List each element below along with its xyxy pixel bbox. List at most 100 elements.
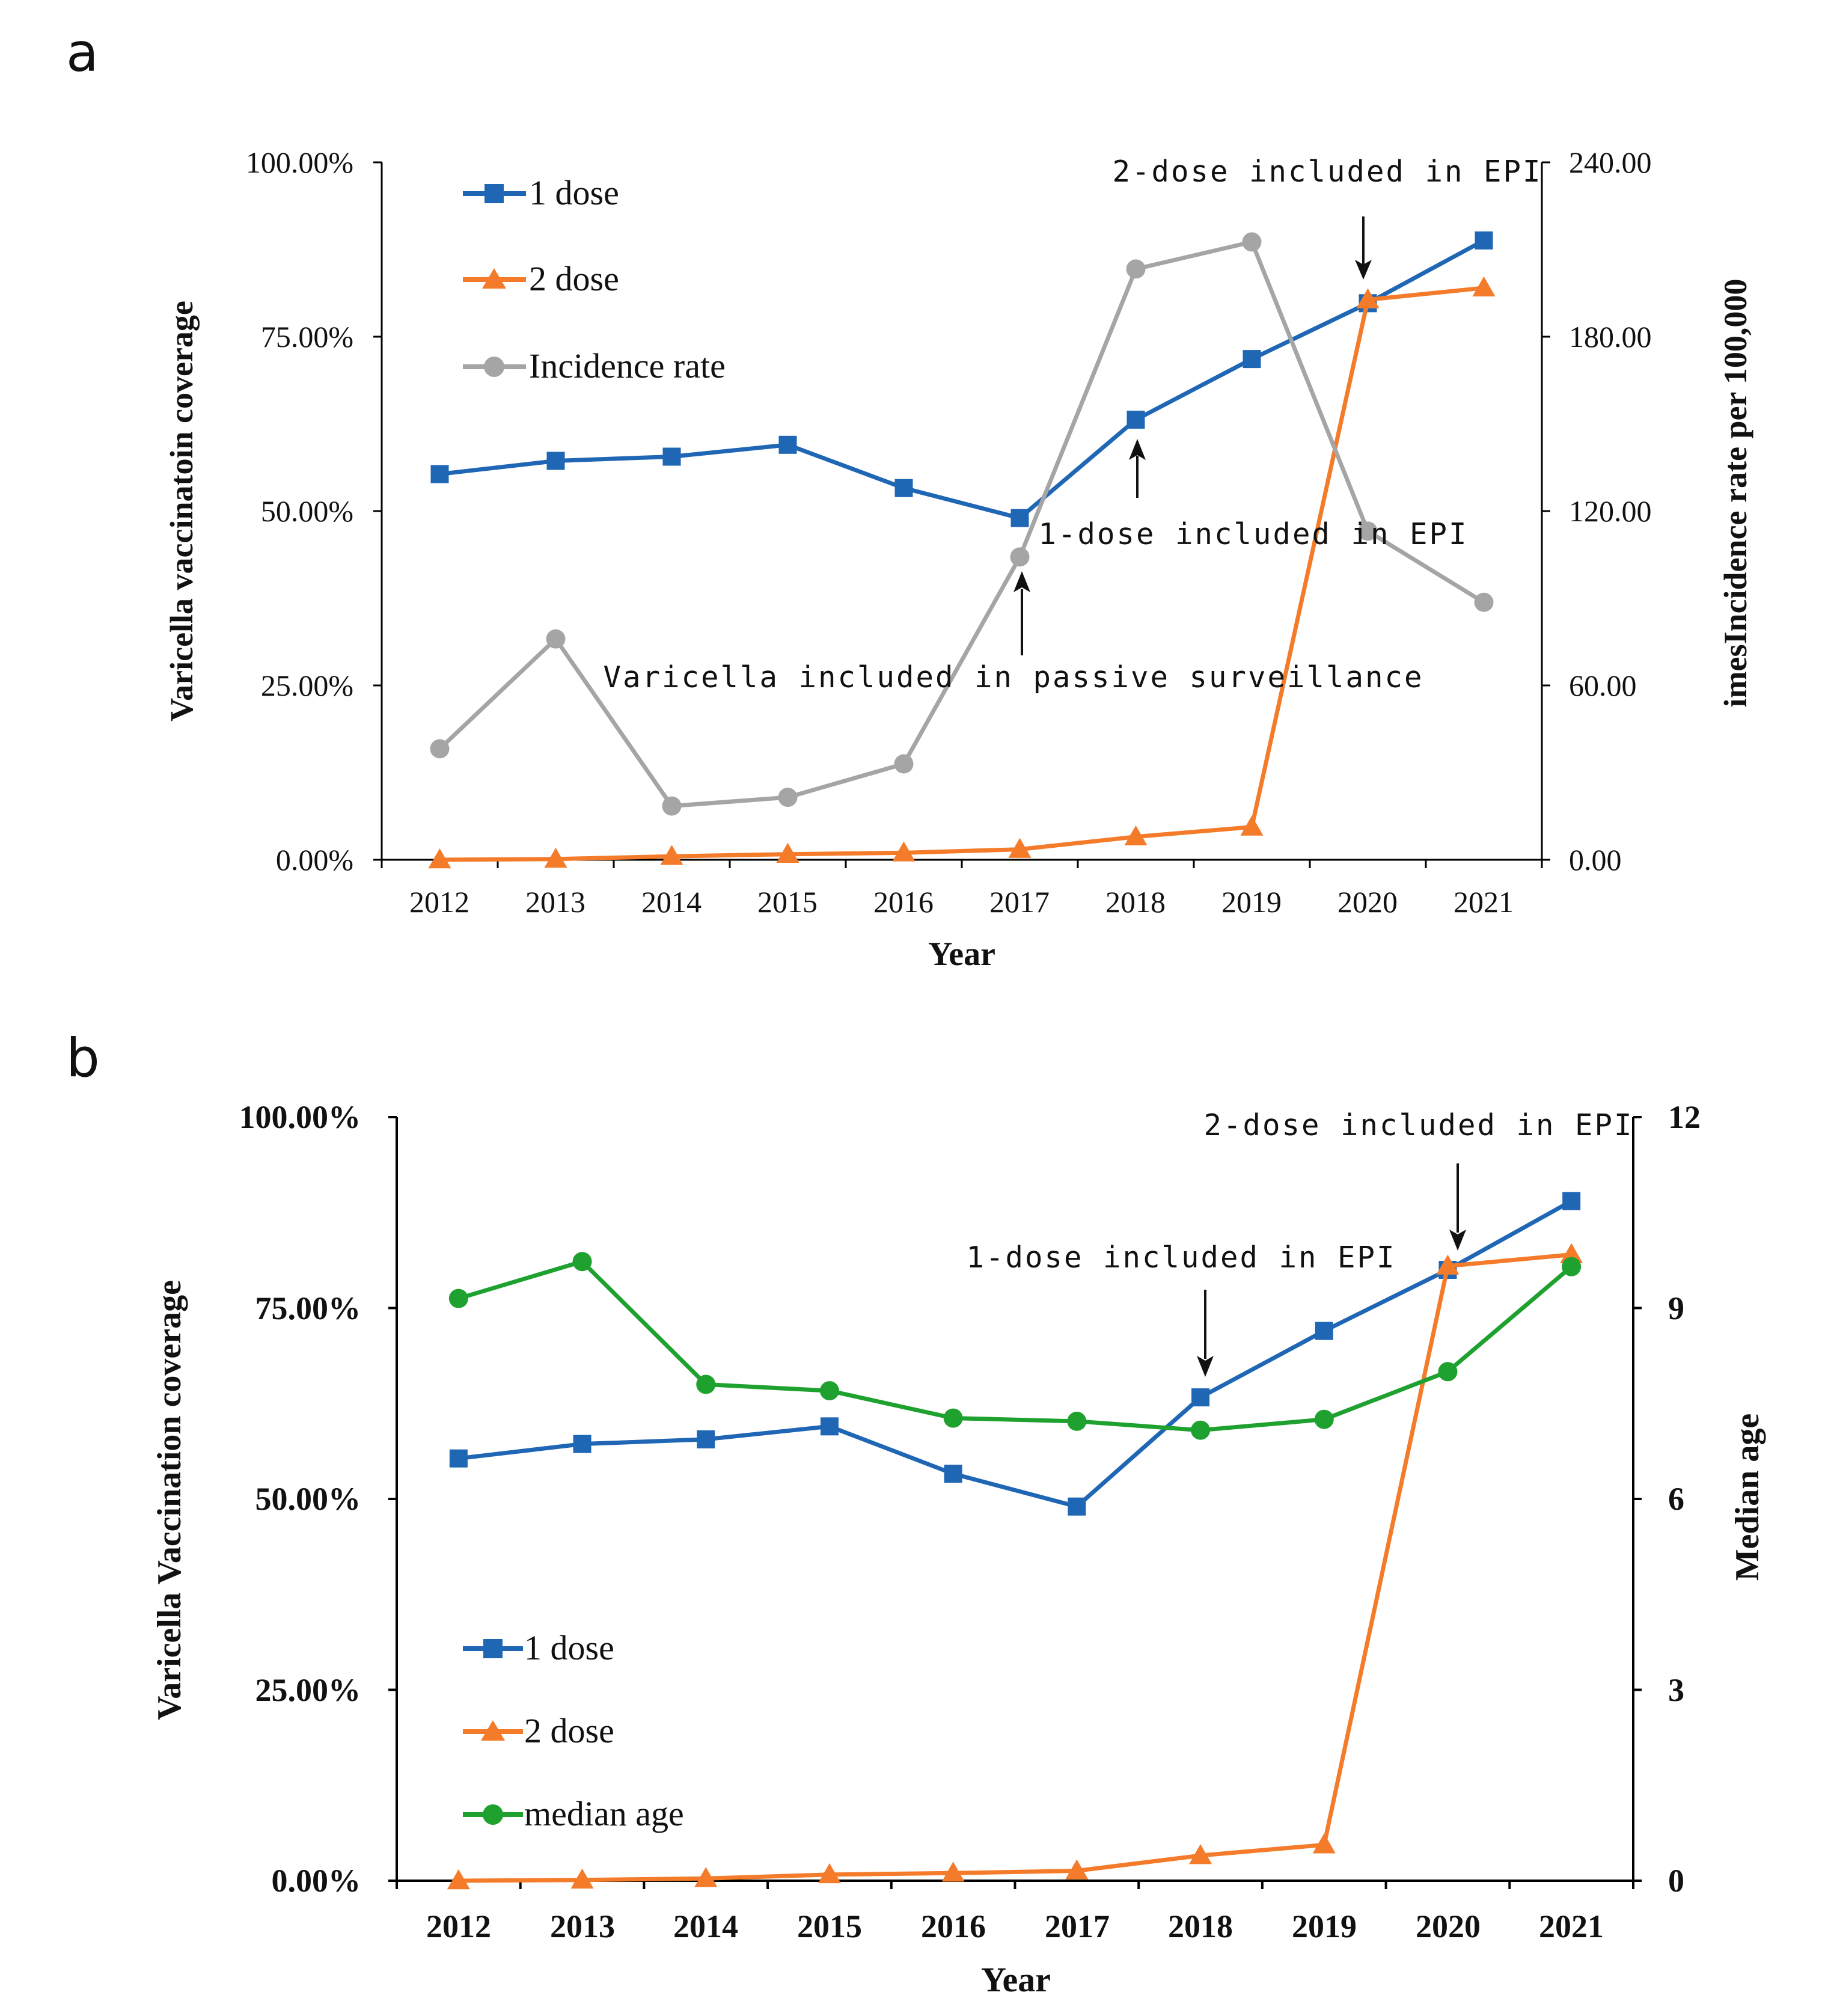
circle-marker-icon [484,357,504,377]
panel-b-ytick-label: 100.00% [239,1099,361,1135]
legend-label: median age [524,1794,684,1833]
arrow-down-icon [1355,216,1372,280]
panel-b-ytick-label: 50.00% [255,1481,361,1517]
panel-b-ytick-label: 0.00% [272,1863,361,1899]
panel-b-xtick-label: 2016 [921,1908,986,1944]
data-point-1-dose-2015 [820,1417,839,1436]
panel-b-ticks [388,1116,1642,1889]
data-point-incidence-rate-2020 [1358,521,1378,541]
panel-a-y2tick-label: 60.00 [1569,669,1637,702]
series-2-dose [428,276,1496,869]
data-point-median-age-2012 [448,1288,468,1308]
panel-a-ytick-label: 75.00% [261,320,353,354]
panel-b-y2tick-label: 0 [1668,1863,1684,1899]
data-point-median-age-2020 [1438,1362,1458,1382]
panel-label-b: b [66,1027,100,1089]
data-point-2-dose-2021 [1560,1243,1583,1263]
panel-a-xtick-label: 2019 [1221,885,1282,919]
data-point-1-dose-2014 [662,447,681,466]
panel-b-y2tick-label: 9 [1668,1290,1684,1326]
data-point-2-dose-2014 [660,845,683,865]
arrow-up-icon [1129,439,1146,498]
data-point-1-dose-2013 [573,1435,592,1453]
data-point-incidence-rate-2012 [430,739,450,759]
data-point-incidence-rate-2018 [1126,259,1146,279]
annotation-2-dose-epi: 2-dose included in EPI [1203,1108,1633,1142]
data-point-1-dose-2018 [1126,411,1145,429]
data-point-2-dose-2012 [428,848,451,869]
legend-item-1-dose: 1 dose [463,1628,614,1667]
series-line-incidence-rate [438,239,1485,809]
data-point-1-dose-2017 [1068,1497,1086,1516]
panel-b-y2tick-label: 3 [1668,1672,1684,1708]
panel-b-legend: 1 dose 2 dose median age [463,1628,684,1833]
data-point-1-dose-2021 [1562,1192,1581,1210]
data-point-1-dose-2017 [1010,509,1029,527]
panel-b-xtick-label: 2021 [1539,1908,1604,1944]
panel-label-a: a [66,22,99,84]
annotation-passive-surveillance: Varicella included in passive surveillan… [603,660,1423,694]
legend-label: 1 dose [524,1628,614,1667]
panel-a-annotations: 2-dose included in EPI 1-dose included i… [603,155,1540,694]
data-point-incidence-rate-2013 [546,629,566,649]
circle-marker-icon [483,1804,503,1825]
data-point-2-dose-2018 [1124,825,1148,845]
panel-a-xtick-label: 2016 [873,885,934,919]
panel-b-xtick-label: 2018 [1168,1908,1233,1944]
data-point-2-dose-2020 [1436,1254,1460,1275]
panel-a-xtick-label: 2017 [989,885,1050,919]
data-point-incidence-rate-2019 [1242,232,1262,252]
series-line-1-dose [439,238,1485,521]
panel-b-left-tick-labels: 0.00% 25.00% 50.00% 75.00% 100.00% [239,1099,361,1899]
panel-b-ytick-label: 75.00% [255,1290,361,1326]
data-point-2-dose-2017 [1065,1859,1089,1880]
annotation-1-dose-epi: 1-dose included in EPI [966,1240,1396,1275]
panel-a-right-axis-title: imesIncidence rate per 100,000 [1717,279,1753,708]
legend-label: 1 dose [529,173,619,212]
panel-b-xtick-label: 2017 [1045,1908,1110,1944]
legend-item-median-age: median age [463,1794,684,1833]
data-point-1-dose-2018 [1191,1388,1210,1407]
panel-a-ytick-label: 100.00% [246,146,353,179]
data-point-incidence-rate-2017 [1010,547,1030,567]
panel-a-legend: 1 dose 2 dose Incidence rate [463,173,726,385]
panel-a-right-tick-labels: 0.00 60.00 120.00 180.00 240.00 [1569,146,1652,877]
panel-b-right-axis-title: Median age [1729,1414,1766,1581]
panel-b-xtick-label: 2019 [1292,1908,1357,1944]
data-point-2-dose-2019 [1240,815,1264,836]
arrow-down-icon [1449,1163,1466,1251]
panel-a-xtick-label: 2015 [757,885,818,919]
panel-b-right-tick-labels: 0 3 6 9 12 [1668,1099,1701,1899]
panel-a-y2tick-label: 0.00 [1569,843,1622,877]
panel-b-xtick-label: 2015 [797,1908,862,1944]
data-point-2-dose-2014 [694,1867,718,1887]
legend-label: Incidence rate [529,346,726,385]
panel-a-xtick-label: 2013 [525,885,585,919]
data-point-median-age-2016 [943,1408,963,1428]
data-point-2-dose-2017 [1008,838,1032,858]
triangle-marker-icon [482,268,506,289]
data-point-incidence-rate-2021 [1474,592,1494,612]
data-point-2-dose-2021 [1472,276,1496,297]
panel-a-y2tick-label: 240.00 [1569,146,1652,179]
data-point-1-dose-2015 [778,435,797,454]
data-point-2-dose-2020 [1356,288,1380,308]
panel-a-left-tick-labels: 0.00% 25.00% 50.00% 75.00% 100.00% [246,146,353,877]
annotation-1-dose-epi: 1-dose included in EPI [1038,517,1468,551]
panel-a-y2tick-label: 180.00 [1569,320,1652,354]
series-incidence-rate [430,232,1494,816]
panel-a-ticks [373,161,1550,868]
data-point-1-dose-2019 [1315,1322,1333,1340]
data-point-2-dose-2015 [818,1863,841,1884]
panel-a-left-axis-title: Varicella vaccinatoin coverage [164,301,200,722]
data-point-1-dose-2014 [697,1430,715,1448]
panel-b-xtick-label: 2014 [673,1908,738,1944]
data-point-1-dose-2012 [449,1449,468,1468]
legend-label: 2 dose [529,259,619,298]
panel-b-ytick-label: 25.00% [255,1672,361,1708]
panel-a-series [428,231,1496,869]
panel-b-xtick-label: 2012 [426,1908,491,1944]
panel-a-xtick-label: 2020 [1337,885,1398,919]
panel-b-series [447,1192,1583,1890]
